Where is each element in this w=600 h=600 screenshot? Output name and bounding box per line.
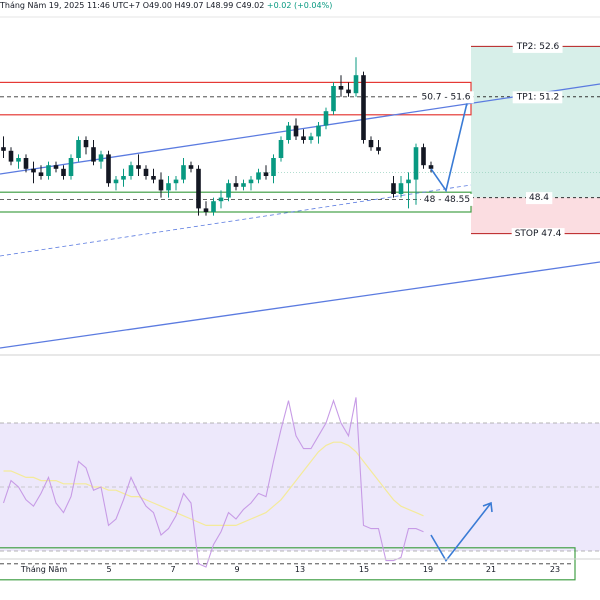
candle-body bbox=[301, 136, 306, 140]
time-tick-label: 21 bbox=[486, 565, 496, 574]
candle-body bbox=[226, 183, 231, 198]
candle-body bbox=[166, 183, 171, 191]
candle-body bbox=[46, 165, 51, 176]
candle-body bbox=[368, 140, 374, 148]
candle-body bbox=[53, 165, 59, 169]
candle-body bbox=[38, 172, 44, 176]
candle-body bbox=[293, 125, 299, 137]
candle-body bbox=[158, 179, 164, 191]
support-box bbox=[0, 191, 472, 213]
time-tick-label: Tháng Năm bbox=[20, 565, 67, 574]
candle-body bbox=[361, 75, 366, 140]
candle-body bbox=[188, 165, 194, 169]
candle-body bbox=[346, 89, 351, 94]
candle-body bbox=[391, 183, 396, 194]
time-tick-label: 5 bbox=[106, 565, 111, 574]
tp2-label: TP2: 52.6 bbox=[516, 42, 560, 52]
rsi-projection-path bbox=[430, 502, 492, 563]
candle-body bbox=[181, 165, 186, 180]
candle-body bbox=[421, 147, 426, 166]
time-tick-label: 15 bbox=[359, 565, 369, 574]
candle-body bbox=[398, 183, 404, 194]
time-tick-label: 9 bbox=[234, 565, 239, 574]
candle-body bbox=[68, 158, 74, 176]
resistance-zone-label: 50.7 - 51.6 bbox=[421, 92, 470, 102]
candle-body bbox=[233, 183, 239, 187]
time-axis: Tháng Năm 5 7 9 13 15 19 21 23 bbox=[0, 558, 600, 574]
candle-body bbox=[173, 179, 179, 184]
candle-body bbox=[263, 172, 269, 176]
tp1-label-bg bbox=[512, 91, 563, 104]
candle-body bbox=[98, 154, 104, 162]
candle-body bbox=[203, 208, 209, 212]
candle-body bbox=[151, 176, 156, 180]
candle-body bbox=[211, 201, 216, 212]
channel-mid-line bbox=[0, 184, 472, 257]
zones-layer bbox=[0, 45, 600, 235]
candle-body bbox=[121, 176, 126, 180]
time-tick-label: 7 bbox=[170, 565, 175, 574]
support-zone-label-bg bbox=[420, 193, 474, 206]
rsi-projection-arrowhead bbox=[482, 501, 493, 513]
time-tick-label: 19 bbox=[423, 565, 433, 574]
candle-body bbox=[413, 147, 419, 180]
candles-layer bbox=[1, 57, 434, 216]
candle-body bbox=[406, 179, 411, 184]
stop-label: STOP 47.4 bbox=[515, 229, 562, 239]
candle-body bbox=[338, 86, 344, 90]
labels-layer: 50.7 - 51.6 48 - 48.55 TP2: 52.6 TP1: 51.2 4… bbox=[418, 40, 565, 241]
candle-body bbox=[1, 147, 6, 151]
candle-body bbox=[143, 168, 149, 176]
candle-body bbox=[353, 75, 359, 94]
candle-body bbox=[196, 168, 201, 209]
candle-body bbox=[331, 86, 336, 112]
candle-body bbox=[113, 179, 119, 184]
channel-lower-line bbox=[0, 261, 600, 349]
candle-body bbox=[271, 158, 276, 176]
candle-body bbox=[218, 197, 224, 202]
candle-body bbox=[428, 165, 434, 169]
time-tick-label: 23 bbox=[550, 565, 560, 574]
time-tick-label: 13 bbox=[295, 565, 305, 574]
header-date: Tháng Năm 19, 2025 11:46 UTC+7 bbox=[0, 1, 141, 10]
candle-body bbox=[278, 140, 284, 158]
projection-path bbox=[430, 96, 470, 193]
rsi-panel bbox=[0, 397, 600, 581]
candle-body bbox=[316, 125, 321, 137]
entry-label: 48.4 bbox=[529, 193, 549, 203]
candle-body bbox=[376, 147, 381, 151]
candle-body bbox=[8, 150, 14, 162]
tp2-label-bg bbox=[512, 40, 563, 53]
tp1-label: TP1: 51.2 bbox=[516, 92, 560, 102]
candle-body bbox=[83, 140, 89, 148]
candle-body bbox=[31, 168, 36, 173]
candle-body bbox=[256, 172, 261, 180]
candle-body bbox=[241, 183, 246, 187]
candle-body bbox=[248, 179, 254, 184]
support-zone-label: 48 - 48.55 bbox=[424, 195, 470, 205]
candle-body bbox=[323, 111, 329, 126]
candle-body bbox=[76, 140, 81, 158]
resistance-box bbox=[0, 81, 472, 116]
candle-body bbox=[308, 136, 314, 140]
candle-body bbox=[128, 165, 134, 176]
rsi-support-box bbox=[0, 547, 576, 581]
target-zone bbox=[471, 46, 600, 198]
rsi-line bbox=[2, 397, 424, 568]
stop-label-bg bbox=[511, 228, 565, 241]
candle-body bbox=[91, 147, 96, 162]
header-ohlc: O49.00 H49.07 L48.99 C49.02 bbox=[142, 1, 265, 10]
header-change: +0.02 (+0.04%) bbox=[266, 1, 333, 10]
candle-body bbox=[23, 158, 29, 169]
candle-body bbox=[286, 125, 291, 140]
resistance-zone-label-bg bbox=[418, 91, 474, 104]
candle-body bbox=[61, 168, 66, 176]
entry-label-bg bbox=[525, 192, 553, 205]
candle-body bbox=[136, 165, 141, 169]
candle-body bbox=[16, 158, 21, 162]
chart-background bbox=[0, 16, 600, 356]
header-info: Tháng Năm 19, 2025 11:46 UTC+7 O49.00 H4… bbox=[0, 1, 332, 10]
candle-body bbox=[106, 154, 111, 184]
